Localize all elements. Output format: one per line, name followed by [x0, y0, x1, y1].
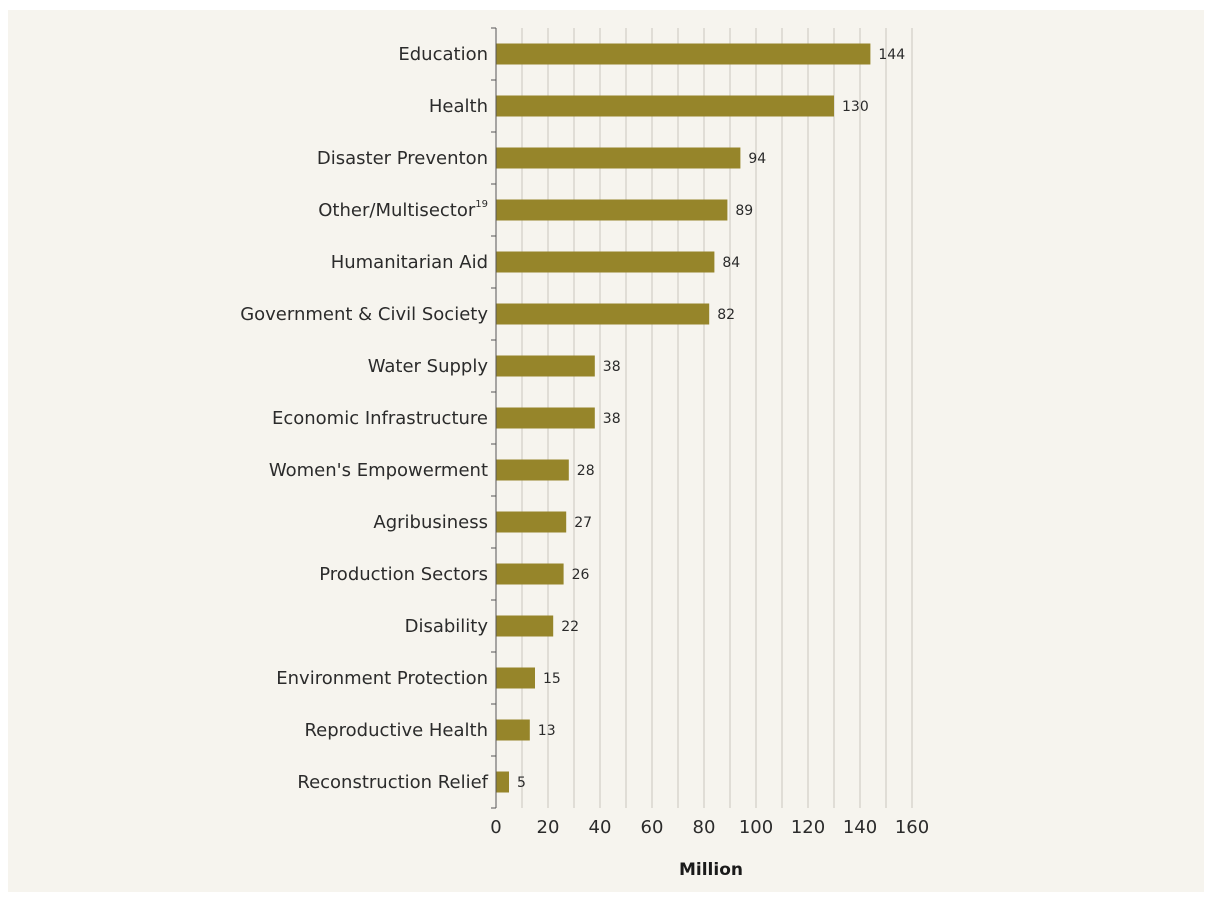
y-axis	[491, 27, 497, 809]
category-label: Women's Empowerment	[269, 460, 488, 481]
bar	[496, 147, 741, 169]
category-label: Economic Infrastructure	[272, 408, 488, 429]
value-label: 13	[538, 723, 556, 739]
x-tick-label: 120	[791, 817, 825, 838]
category-label: Environment Protection	[276, 668, 488, 689]
value-label: 15	[543, 671, 561, 687]
x-tick-label: 20	[537, 817, 560, 838]
value-label: 38	[603, 411, 621, 427]
bar	[496, 43, 871, 65]
x-axis-title: Million	[679, 860, 743, 880]
category-label: Humanitarian Aid	[331, 252, 488, 273]
bar	[496, 355, 595, 377]
x-tick-labels: 0 20 40 60 80 100 120 140 160	[490, 817, 929, 838]
category-label: Other/Multisector19	[318, 199, 488, 221]
bar	[496, 719, 530, 741]
bar	[496, 251, 715, 273]
value-label: 130	[842, 99, 869, 115]
bar	[496, 303, 710, 325]
bar	[496, 407, 595, 429]
category-label: Health	[429, 96, 488, 117]
category-label: Production Sectors	[319, 564, 488, 585]
category-label: Education	[398, 44, 488, 65]
bar	[496, 771, 509, 793]
x-tick-label: 140	[843, 817, 877, 838]
bar	[496, 511, 567, 533]
value-label: 84	[722, 255, 740, 271]
value-label: 94	[748, 151, 766, 167]
bar-chart: Education Health Disaster Preventon Other/M…	[240, 27, 929, 880]
x-tick-label: 80	[693, 817, 716, 838]
category-label: Reproductive Health	[304, 720, 488, 741]
bar	[496, 95, 834, 117]
value-label: 27	[574, 515, 592, 531]
bars	[496, 43, 871, 793]
value-label: 144	[878, 47, 905, 63]
category-labels: Education Health Disaster Preventon Other/M…	[240, 44, 488, 793]
value-label: 5	[517, 775, 526, 791]
value-label: 38	[603, 359, 621, 375]
x-tick-label: 160	[895, 817, 929, 838]
footnote-marker: 19	[475, 199, 488, 210]
x-tick-label: 60	[641, 817, 664, 838]
category-label: Government & Civil Society	[240, 304, 488, 325]
bar	[496, 563, 564, 585]
value-label: 28	[577, 463, 595, 479]
bar	[496, 459, 569, 481]
value-label: 82	[717, 307, 735, 323]
bar	[496, 199, 728, 221]
bar	[496, 667, 535, 689]
bar	[496, 615, 554, 637]
category-label: Reconstruction Relief	[297, 772, 488, 793]
value-labels: 144 130 94 89 84 82 38 38 28 27 26 22 15 13 5	[517, 47, 905, 791]
value-label: 89	[735, 203, 753, 219]
category-label: Water Supply	[368, 356, 489, 377]
value-label: 22	[561, 619, 579, 635]
x-tick-label: 0	[490, 817, 501, 838]
category-label: Disaster Preventon	[317, 148, 488, 169]
x-tick-label: 40	[589, 817, 612, 838]
category-label: Disability	[405, 616, 489, 637]
value-label: 26	[572, 567, 590, 583]
x-tick-label: 100	[739, 817, 773, 838]
chart-panel: Education Health Disaster Preventon Other/M…	[8, 10, 1204, 892]
category-label: Agribusiness	[373, 512, 488, 533]
